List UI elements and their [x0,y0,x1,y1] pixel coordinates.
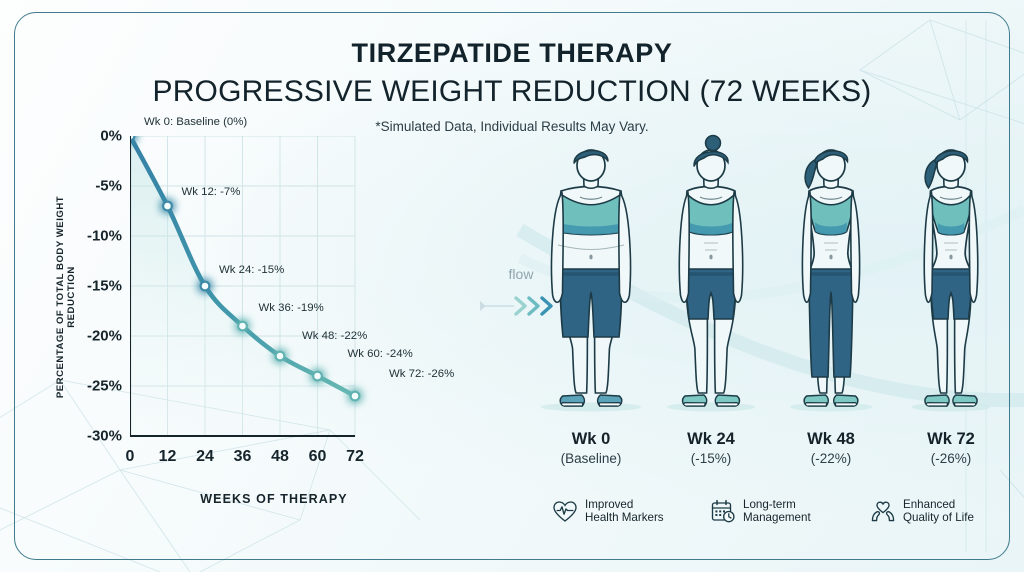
chart-x-tick-3: 36 [233,448,252,465]
disclaimer-text: *Simulated Data, Individual Results May … [375,119,649,134]
hands-heart-icon [870,498,896,524]
figure-svg [667,134,755,412]
benefit-feature-group: Improved Health Markers Long-term Manage… [552,498,1012,540]
figure-caption-value-0: (Baseline) [560,451,622,466]
chart-y-tick-5: -25% [86,377,122,395]
heart-pulse-icon [552,498,578,524]
page-title-primary: TIRZEPATIDE THERAPY [351,38,673,68]
body-figure-progression [530,132,1010,432]
body-figure-3 [890,132,1012,432]
header: TIRZEPATIDE THERAPY PROGRESSIVE WEIGHT R… [0,38,1024,134]
chart-point-label-6: Wk 72: -26% [389,368,455,380]
chart-x-axis-label: WEEKS OF THERAPY [200,492,348,506]
chart-y-tick-3: -15% [86,277,122,295]
benefit-line2-1: Management [743,511,811,525]
figure-caption-1: Wk 24 (-15%) [650,430,772,466]
chart-point-label-1: Wk 12: -7% [181,186,241,198]
benefit-feature-0: Improved Health Markers [552,498,664,525]
chart-point-label-2: Wk 24: -15% [219,264,285,276]
flow-arrows-icon [480,296,553,316]
chart-y-tick-1: -5% [95,177,122,195]
figure-caption-week-1: Wk 24 [687,430,735,448]
figure-caption-week-3: Wk 72 [927,430,975,448]
chart-y-tick-0: 0% [100,127,122,145]
flow-label: flow [508,266,534,282]
benefit-feature-text-2: Enhanced Quality of Life [903,498,974,525]
figure-svg [541,149,641,412]
figure-svg [911,149,991,412]
page-title-secondary: PROGRESSIVE WEIGHT REDUCTION (72 WEEKS) [152,75,872,108]
body-figure-1 [650,132,772,432]
body-figure-2 [770,132,892,432]
weight-reduction-line-chart: PERCENTAGE OF TOTAL BODY WEIGHT REDUCTIO… [34,116,504,536]
chart-x-tick-0: 0 [125,448,135,465]
flow-indicator: flow [480,266,572,326]
figure-caption-value-3: (-26%) [930,451,972,466]
benefit-feature-text-0: Improved Health Markers [585,498,664,525]
chart-x-tick-6: 72 [346,448,364,465]
figure-caption-value-2: (-22%) [810,451,852,466]
chart-y-tick-2: -10% [86,227,122,245]
chart-point-label-4: Wk 48: -22% [302,330,368,342]
chart-x-tick-5: 60 [308,448,327,465]
chart-x-tick-1: 12 [158,448,177,465]
benefit-line1-2: Enhanced [903,498,956,511]
calendar-clock-icon [710,498,736,524]
benefit-feature-text-1: Long-term Management [743,498,811,525]
figure-caption-value-1: (-15%) [690,451,732,466]
chart-x-tick-4: 48 [271,448,289,465]
chart-point-label-3: Wk 36: -19% [258,302,324,314]
chart-y-tick-4: -20% [86,327,122,345]
figure-caption-week-0: Wk 0 [571,430,611,448]
benefit-line2-0: Health Markers [585,511,664,525]
benefit-line1-0: Improved [585,498,634,511]
benefit-feature-2: Enhanced Quality of Life [870,498,974,525]
figure-caption-2: Wk 48 (-22%) [770,430,892,466]
benefit-line2-2: Quality of Life [903,511,974,525]
benefit-feature-1: Long-term Management [710,498,811,525]
chart-point-label-5: Wk 60: -24% [347,348,413,360]
chart-x-tick-2: 24 [196,448,214,465]
benefit-line1-1: Long-term [743,498,796,511]
figure-caption-week-2: Wk 48 [807,430,855,448]
chart-plot-area [130,136,362,438]
chart-y-tick-6: -30% [86,427,122,445]
body-figure-0 [530,132,652,432]
figure-caption-0: Wk 0 (Baseline) [530,430,652,466]
chart-point-label-0: Wk 0: Baseline (0%) [144,116,248,128]
figure-caption-group: Wk 0 (Baseline) Wk 24 (-15%) Wk 48 (-22%) W… [530,430,1010,482]
figure-svg [790,149,872,412]
figure-caption-3: Wk 72 (-26%) [890,430,1012,466]
